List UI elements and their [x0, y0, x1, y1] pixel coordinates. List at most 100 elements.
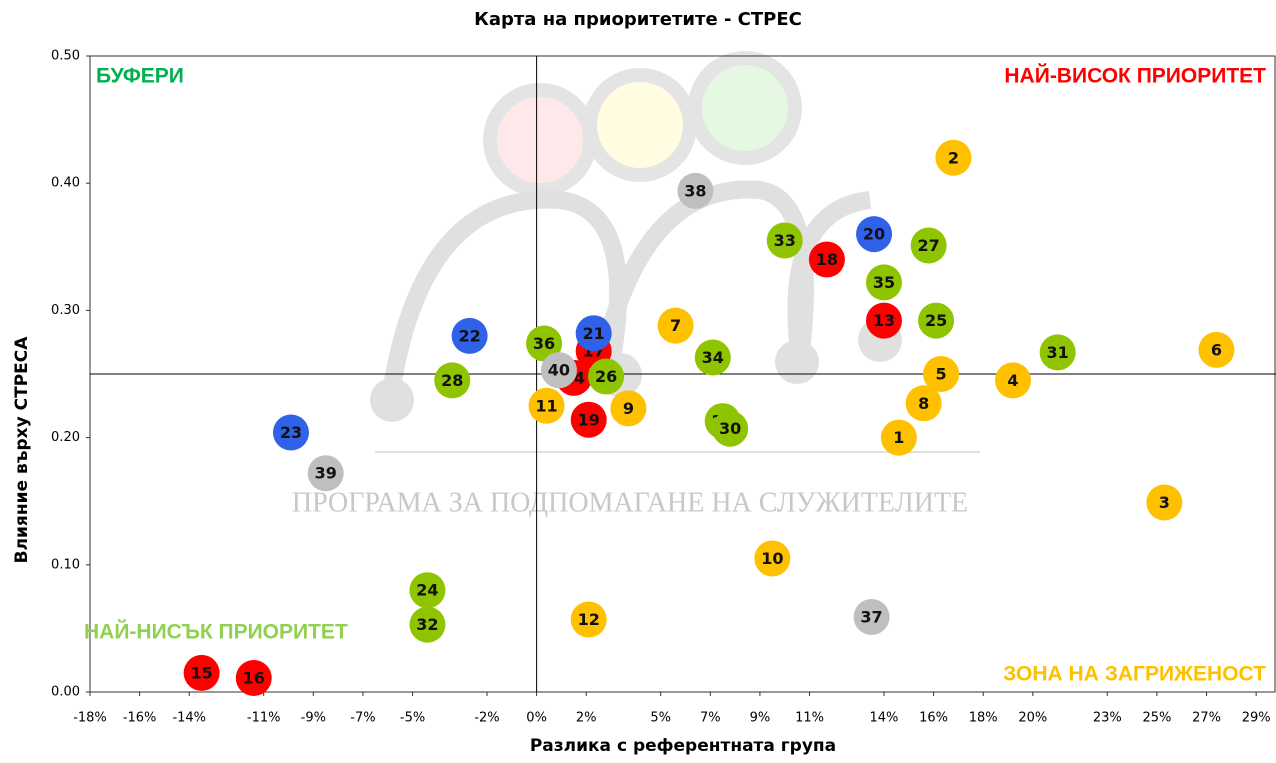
point-label: 19	[578, 410, 600, 429]
point-label: 18	[816, 250, 838, 269]
x-tick-label: 25%	[1142, 711, 1171, 726]
point	[570, 401, 607, 438]
x-tick-label: -14%	[172, 711, 206, 726]
point	[905, 385, 942, 422]
point	[754, 540, 791, 577]
point-label: 6	[1211, 340, 1222, 359]
watermark-text: ПРОГРАМА ЗА ПОДПОМАГАНЕ НА СЛУЖИТЕЛИТЕ	[292, 487, 968, 518]
point	[235, 660, 272, 697]
point	[540, 352, 577, 389]
point-label: 3	[1159, 493, 1170, 512]
point-label: 23	[280, 423, 302, 442]
point-label: 10	[761, 549, 783, 568]
point	[910, 227, 947, 264]
quadrant-label: НАЙ-ВИСОК ПРИОРИТЕТ	[1004, 64, 1266, 88]
point	[409, 572, 446, 609]
x-tick-label: 16%	[919, 711, 948, 726]
point-label: 11	[535, 396, 557, 415]
x-tick-label: 14%	[870, 711, 899, 726]
x-tick-label: -16%	[123, 711, 157, 726]
x-tick-label: -7%	[350, 711, 375, 726]
point	[272, 414, 309, 451]
point-label: 35	[873, 273, 895, 292]
y-tick-label: 0.00	[51, 685, 80, 700]
x-tick-label: 5%	[650, 711, 671, 726]
x-tick-label: 20%	[1018, 711, 1047, 726]
y-tick-label: 0.20	[51, 430, 80, 445]
point	[918, 302, 955, 339]
point	[1146, 484, 1183, 521]
point	[1198, 331, 1235, 368]
point	[528, 387, 565, 424]
point-label: 22	[458, 326, 480, 345]
point-label: 12	[578, 610, 600, 629]
point	[610, 390, 647, 427]
x-tick-label: -11%	[247, 711, 281, 726]
point-label: 33	[774, 231, 796, 250]
point	[923, 356, 960, 392]
x-tick-label: 2%	[576, 711, 597, 726]
x-tick-label: 11%	[795, 711, 824, 726]
point-label: 9	[623, 399, 634, 418]
point-label: 27	[918, 236, 940, 255]
chart-title: Карта на приоритетите - СТРЕС	[474, 9, 802, 30]
point-label: 4	[1007, 371, 1018, 390]
point-label: 7	[670, 316, 681, 335]
quadrant-label: НАЙ-НИСЪК ПРИОРИТЕТ	[84, 620, 348, 644]
point	[865, 264, 902, 301]
x-tick-label: 7%	[700, 711, 721, 726]
x-tick-label: 9%	[750, 711, 771, 726]
point-label: 8	[918, 394, 929, 413]
x-tick-label: 29%	[1242, 711, 1271, 726]
point	[588, 358, 625, 395]
point	[766, 222, 803, 259]
point-label: 25	[925, 311, 947, 330]
y-tick-label: 0.40	[51, 176, 80, 191]
point	[307, 455, 344, 492]
quadrant-label: ЗОНА НА ЗАГРИЖЕНОСТ	[1003, 663, 1266, 686]
point	[935, 139, 972, 176]
point	[865, 302, 902, 339]
point-label: 34	[702, 348, 724, 367]
point-label: 28	[441, 371, 463, 390]
point	[694, 339, 731, 376]
point	[183, 654, 220, 691]
point	[657, 307, 694, 344]
point-label: 24	[416, 581, 438, 600]
point-label: 2	[948, 148, 959, 167]
point	[853, 598, 890, 635]
point-label: 36	[533, 334, 555, 353]
point-label: 20	[863, 225, 885, 244]
point-label: 30	[719, 419, 741, 438]
point-label: 38	[684, 181, 706, 200]
y-tick-label: 0.50	[51, 49, 80, 64]
point	[526, 325, 563, 362]
point	[994, 362, 1031, 399]
point	[880, 419, 917, 456]
point	[856, 216, 893, 253]
x-tick-label: 23%	[1093, 711, 1122, 726]
y-tick-label: 0.10	[51, 557, 80, 572]
point	[409, 606, 446, 643]
point-label: 39	[315, 464, 337, 483]
x-tick-label: -9%	[301, 711, 326, 726]
point	[712, 410, 749, 447]
point	[451, 317, 488, 354]
point-label: 5	[935, 365, 946, 384]
point	[570, 601, 607, 638]
point-label: 37	[860, 607, 882, 626]
y-tick-label: 0.30	[51, 303, 80, 318]
point-label: 16	[243, 669, 265, 688]
x-tick-label: -5%	[400, 711, 425, 726]
point	[677, 172, 714, 209]
x-tick-label: 0%	[526, 711, 547, 726]
quadrant-label: БУФЕРИ	[96, 65, 184, 88]
point	[808, 241, 845, 278]
point-label: 21	[583, 324, 605, 343]
point	[434, 362, 471, 399]
point-label: 40	[548, 361, 570, 380]
point-label: 31	[1047, 343, 1069, 362]
x-axis-label: Разлика с референтната група	[530, 736, 836, 756]
